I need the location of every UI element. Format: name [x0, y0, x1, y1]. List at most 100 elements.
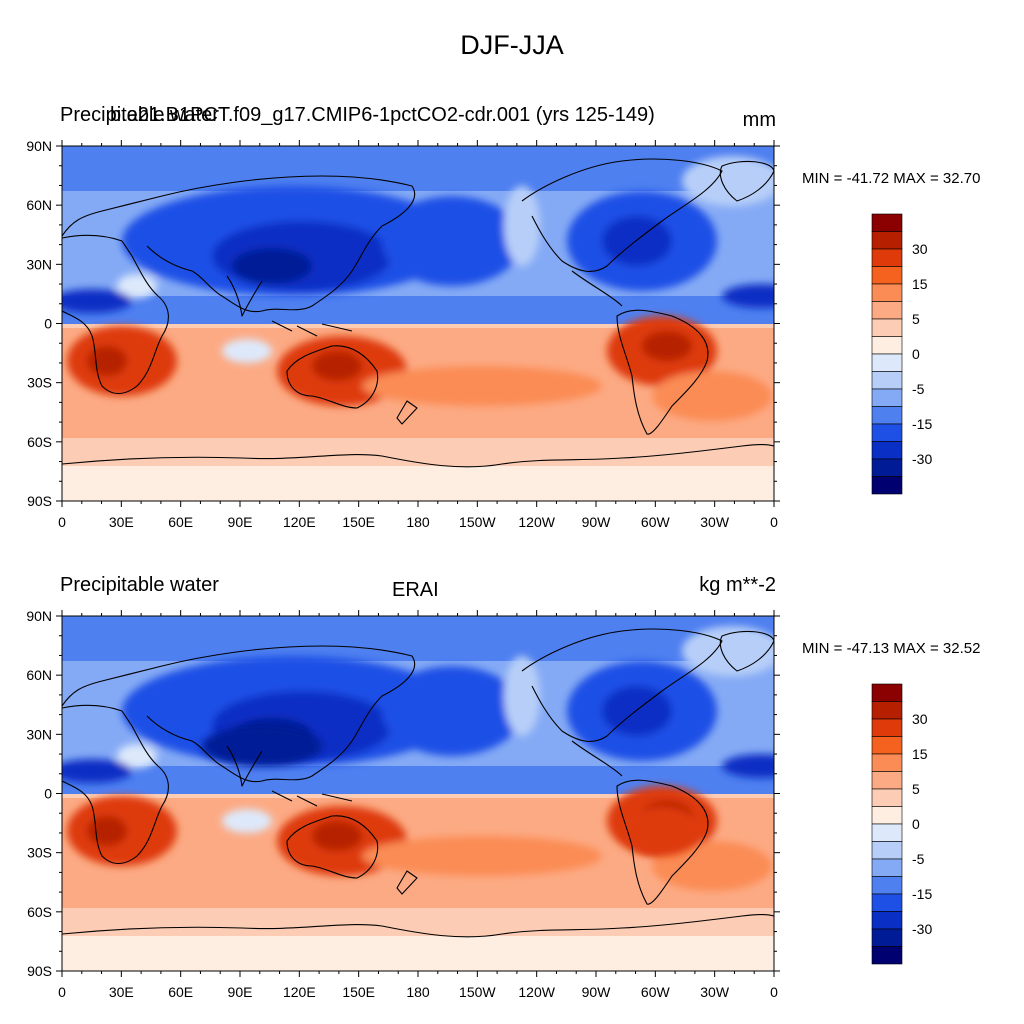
panel1-lon-label: 60W [641, 514, 671, 530]
panel1-colorbar-label: -15 [912, 416, 932, 432]
panel2-lat-label: 0 [44, 786, 52, 802]
panel2-colorbar-swatch [871, 701, 903, 720]
panel2-colorbar-swatch [871, 806, 903, 825]
panel2-lon-label: 60E [168, 984, 193, 1000]
panel1-colorbar-label: 30 [912, 241, 928, 257]
panel1-colorbar-label: -30 [912, 451, 932, 467]
panel1-lon-label: 30W [700, 514, 730, 530]
panel1-lon-label: 150E [342, 514, 375, 530]
panel1-lon-label: 60E [168, 514, 193, 530]
panel1-colorbar-label: 5 [912, 311, 920, 327]
panel2-lat-label: 60S [27, 904, 52, 920]
panel2-lat-label: 90N [26, 608, 52, 624]
panel2-colorbar-swatch [871, 911, 903, 930]
panel1-colorbar-swatch [871, 213, 903, 232]
panel1-colorbar-label: 15 [912, 276, 928, 292]
panel2-lat-label: 30S [27, 845, 52, 861]
panel2-colorbar-swatch [871, 788, 903, 807]
panel2-colorbar-label: -30 [912, 921, 932, 937]
panel1-lat-label: 60N [26, 197, 52, 213]
panel1-colorbar-swatch [871, 458, 903, 477]
panel1-lat-label: 60S [27, 434, 52, 450]
panel2-lon-label: 180 [406, 984, 430, 1000]
panel1-colorbar-swatch [871, 318, 903, 337]
panel2-lon-label: 120E [283, 984, 316, 1000]
panel2-colorbar: 30 15 5 0 -5 -15 -30 [871, 683, 932, 965]
panel1-colorbar-swatch [871, 371, 903, 390]
panel2-colorbar-label: -15 [912, 886, 932, 902]
panel1-axes: 90N 60N 30N 0 30S 60S 90S 0 30E 60E 90E 120E 150E 180… [26, 138, 780, 530]
panel2-lon-label: 30W [700, 984, 730, 1000]
panel2-map [62, 616, 774, 971]
panel1-lon-label: 120E [283, 514, 316, 530]
panel1-lon-label: 0 [58, 514, 66, 530]
panel1-map [62, 146, 774, 501]
panel2-colorbar-label: 0 [912, 816, 920, 832]
panel2-colorbar-label: 30 [912, 711, 928, 727]
panel2-lat-label: 60N [26, 667, 52, 683]
panel2-colorbar-swatch [871, 946, 903, 965]
panel1-units: mm [742, 109, 776, 131]
panel2-colorbar-label: 15 [912, 746, 928, 762]
panel2-colorbar-swatch [871, 928, 903, 947]
panel1-lat-label: 90N [26, 138, 52, 154]
panel1-colorbar-label: -5 [912, 381, 925, 397]
panel2-variable-title: Precipitable water [60, 574, 219, 596]
panel1-colorbar-swatch [871, 248, 903, 267]
panel1-lon-label: 30E [109, 514, 134, 530]
panel1-lon-label: 180 [406, 514, 430, 530]
panel2-colorbar-swatch [871, 841, 903, 860]
panel2-lon-label: 150E [342, 984, 375, 1000]
panel2-lon-label: 150W [459, 984, 496, 1000]
panel1-min-max: MIN = -41.72 MAX = 32.70 [802, 170, 981, 187]
panel1-lat-label: 30N [26, 256, 52, 272]
panel2-colorbar-label: -5 [912, 851, 925, 867]
panel2-case-title: ERAI [392, 579, 439, 601]
panel2-colorbar-swatch [871, 683, 903, 702]
panel2-lon-label: 120W [518, 984, 555, 1000]
panel1-lon-label: 90W [582, 514, 612, 530]
panel1-colorbar-swatch [871, 423, 903, 442]
panel1-lat-label: 0 [44, 316, 52, 332]
panel1-lat-label: 90S [27, 493, 52, 509]
panel1-variable-title: Precipitable water [60, 104, 219, 126]
panel1-colorbar: 30 15 5 0 -5 -15 -30 [871, 213, 932, 495]
panel1-lon-label: 150W [459, 514, 496, 530]
panel1-colorbar-swatch [871, 336, 903, 355]
figure-title: DJF-JJA [460, 30, 564, 60]
panel2-colorbar-swatch [871, 876, 903, 895]
panel1-colorbar-swatch [871, 388, 903, 407]
panel1-colorbar-swatch [871, 283, 903, 302]
panel2-colorbar-swatch [871, 753, 903, 772]
panel2-units: kg m**-2 [699, 574, 776, 596]
panel2-colorbar-swatch [871, 736, 903, 755]
panel1-lon-label: 0 [770, 514, 778, 530]
panel1-lon-label: 90E [228, 514, 253, 530]
panel2-lon-label: 60W [641, 984, 671, 1000]
panel2-lon-label: 90E [228, 984, 253, 1000]
panel2-lon-label: 0 [770, 984, 778, 1000]
panel1-colorbar-swatch [871, 476, 903, 495]
panel1-case-title: b.e21.B1PCT.f09_g17.CMIP6-1pctCO2-cdr.00… [110, 104, 655, 126]
panel1-colorbar-swatch [871, 441, 903, 460]
panel2-lat-label: 90S [27, 963, 52, 979]
panel2-min-max: MIN = -47.13 MAX = 32.52 [802, 640, 981, 657]
panel2-lon-label: 90W [582, 984, 612, 1000]
panel1-lat-label: 30S [27, 375, 52, 391]
panel2-colorbar-swatch [871, 718, 903, 737]
panel2-colorbar-swatch [871, 771, 903, 790]
panel1-colorbar-swatch [871, 406, 903, 425]
panel2-colorbar-swatch [871, 823, 903, 842]
panel2-colorbar-swatch [871, 858, 903, 877]
panel2-lon-label: 30E [109, 984, 134, 1000]
panel1-colorbar-label: 0 [912, 346, 920, 362]
panel2-axes: 90N 60N 30N 0 30S 60S 90S 0 30E 60E 90E 120E 150E 180… [26, 608, 780, 1000]
panel2-lat-label: 30N [26, 726, 52, 742]
panel2-colorbar-label: 5 [912, 781, 920, 797]
panel1-lon-label: 120W [518, 514, 555, 530]
panel2-lon-label: 0 [58, 984, 66, 1000]
panel1-colorbar-swatch [871, 231, 903, 250]
panel1-colorbar-swatch [871, 266, 903, 285]
panel1-colorbar-swatch [871, 353, 903, 372]
